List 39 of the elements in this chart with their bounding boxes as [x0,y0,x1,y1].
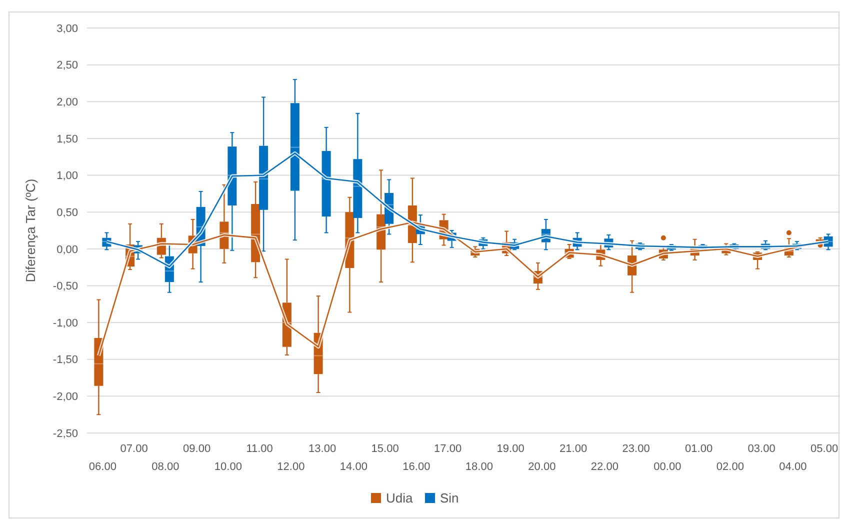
legend-label: Udia [386,490,414,506]
x-tick-label: 10.00 [214,461,242,473]
x-tick-label: 05.00 [810,443,838,455]
y-axis-title: Diferença Tar (ºC) [23,178,38,282]
y-tick-label: 0,00 [56,244,78,256]
x-tick-label: 22.00 [590,461,618,473]
y-tick-label: -0,50 [52,280,78,293]
x-tick-label: 09.00 [183,443,211,455]
x-tick-label: 19.00 [496,443,524,455]
y-tick-label: -1,50 [52,354,78,366]
x-tick-label: 03.00 [748,443,776,455]
x-tick-label: 17.00 [434,443,462,455]
x-tick-label: 18.00 [465,461,493,473]
y-tick-label: -1,00 [52,317,78,330]
x-tick-label: 07.00 [120,443,148,455]
x-tick-label: 04.00 [779,461,807,473]
y-tick-label: 2,00 [56,96,78,108]
x-tick-label: 16.00 [402,461,430,473]
legend-label: Sin [440,490,459,506]
y-tick-label: -2,50 [52,428,78,440]
x-tick-label: 02.00 [716,461,744,473]
y-tick-label: 0,50 [56,206,78,219]
x-tick-label: 21.00 [560,443,588,455]
y-tick-label: 3,00 [56,22,78,35]
x-tick-label: 13.00 [308,443,336,455]
x-tick-label: 00.00 [654,461,682,473]
y-tick-label: 1,00 [56,170,78,182]
x-tick-label: 23.00 [622,443,650,455]
x-tick-label: 20.00 [528,461,556,473]
x-tick-label: 12.00 [277,461,305,473]
y-tick-label: -2,00 [52,391,78,404]
x-tick-label: 01.00 [685,443,713,455]
x-tick-label: 06.00 [88,461,116,473]
x-tick-label: 11.00 [246,443,273,455]
x-tick-label: 15.00 [371,443,399,455]
y-tick-label: 2,50 [56,60,78,72]
x-tick-label: 08.00 [152,461,180,473]
x-tick-label: 14.00 [340,461,368,473]
y-tick-label: 1,50 [56,133,78,146]
